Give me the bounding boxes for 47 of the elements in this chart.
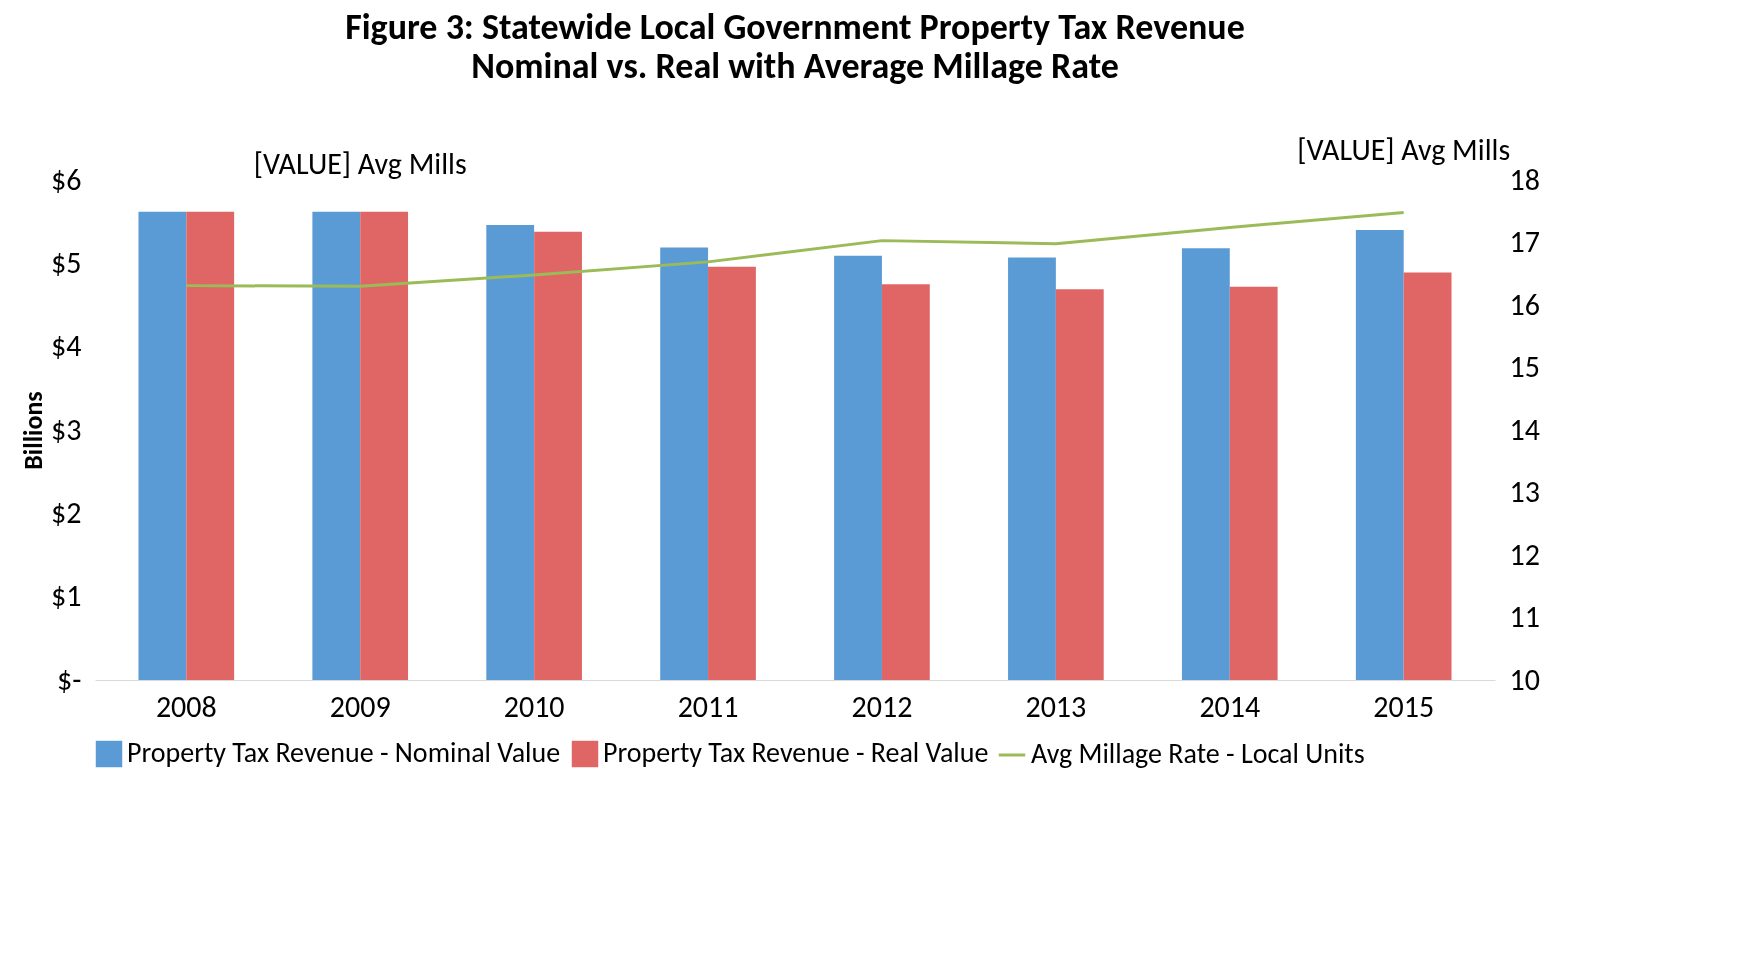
bar <box>534 231 582 680</box>
x-tick-label: 2009 <box>329 687 391 725</box>
y2-tick-label: 16 <box>1509 285 1540 323</box>
bar <box>360 211 409 680</box>
y-axis-title: Billions <box>17 391 50 470</box>
y2-tick-label: 17 <box>1509 223 1540 260</box>
x-tick-label: 2013 <box>1025 687 1087 725</box>
bar <box>1229 286 1278 680</box>
bar <box>486 225 535 680</box>
x-tick-label: 2008 <box>155 687 217 725</box>
text: [VALUE] Avg Mills <box>1297 131 1511 168</box>
legend-label: Avg Millage Rate - Local Units <box>1031 736 1365 771</box>
y-tick-label: $- <box>57 660 82 698</box>
x-tick-label: 2012 <box>851 687 913 725</box>
x-tick-label: 2015 <box>1373 687 1435 725</box>
x-tick-label: 2010 <box>503 687 565 725</box>
bar <box>834 255 882 680</box>
bar <box>881 284 930 680</box>
y2-tick-label: 15 <box>1509 348 1540 385</box>
bar <box>138 211 187 680</box>
bar <box>1181 248 1230 680</box>
y-tick-label: $1 <box>51 577 82 615</box>
legend-label: Property Tax Revenue - Nominal Value <box>127 735 561 770</box>
line-series <box>184 211 1406 288</box>
y2-tick-label: 14 <box>1509 410 1540 448</box>
y-tick-label: $5 <box>51 243 82 281</box>
bar <box>660 247 709 680</box>
legend-label: Property Tax Revenue - Real Value <box>603 735 989 770</box>
bar <box>1008 257 1056 680</box>
bar <box>186 211 235 680</box>
y2-tick-label: 12 <box>1509 535 1540 573</box>
annotation: [VALUE] Avg Mills <box>253 145 467 182</box>
y2-tick-label: 10 <box>1509 660 1540 698</box>
x-tick-label: 2014 <box>1199 687 1261 725</box>
y-tick-label: $3 <box>51 410 82 448</box>
y2-tick-label: 11 <box>1509 598 1540 635</box>
y-tick-label: $2 <box>51 493 82 531</box>
bar <box>1403 272 1452 680</box>
y2-tick-label: 13 <box>1509 473 1540 510</box>
x-tick-label: 2011 <box>677 687 739 725</box>
bar <box>1355 230 1404 680</box>
bar <box>1055 289 1104 680</box>
y-tick-label: $6 <box>51 160 82 198</box>
bar <box>708 266 756 680</box>
y-tick-label: $4 <box>51 327 82 365</box>
bar <box>312 211 361 680</box>
y2-tick-label: 18 <box>1509 160 1540 198</box>
